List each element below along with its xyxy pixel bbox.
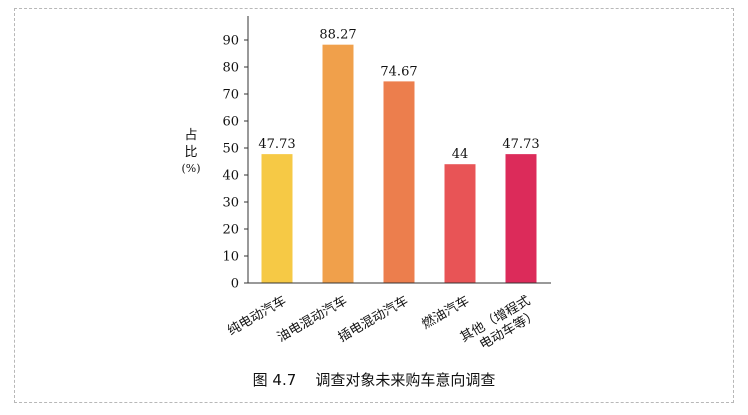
x-category-label: 燃油汽车: [419, 293, 472, 333]
figure-frame: [14, 8, 734, 403]
bar-data-label: 47.73: [258, 137, 295, 152]
x-category-label: 插电混动汽车: [335, 293, 411, 346]
y-tick-label: 90: [222, 34, 239, 49]
y-tick-label: 10: [222, 250, 239, 265]
y-axis-label-part: 占: [184, 128, 197, 143]
bar-data-label: 44: [452, 147, 469, 162]
y-tick-label: 30: [222, 196, 239, 211]
bars: [261, 44, 537, 284]
y-tick-label: 50: [222, 142, 239, 157]
y-tick-label: 40: [222, 169, 239, 184]
y-tick-label: 60: [222, 115, 239, 130]
y-tick-label: 0: [231, 277, 239, 292]
caption-figure-number: 图 4.7: [252, 371, 297, 389]
bar-data-labels: 47.73 88.27 74.67 44 47.73: [258, 28, 539, 163]
y-axis-ticks: 0 10 20 30 40 50 60 70 80 90: [222, 34, 248, 292]
y-tick-label: 70: [222, 88, 239, 103]
y-tick-label: 80: [222, 61, 239, 76]
bar: [383, 81, 415, 284]
bar: [505, 154, 537, 283]
bar: [322, 44, 354, 283]
bar: [444, 164, 476, 283]
y-tick-label: 20: [222, 223, 239, 238]
y-axis-label-part: (%): [181, 162, 200, 175]
x-category-label-line: 插电混动汽车: [335, 293, 411, 346]
x-category-label-line: 燃油汽车: [419, 293, 472, 333]
y-axis-label-part: 比: [184, 145, 197, 160]
bar-data-label: 47.73: [502, 137, 539, 152]
bar: [261, 154, 293, 283]
caption-title: 调查对象未来购车意向调查: [315, 371, 496, 389]
bar-data-label: 74.67: [380, 64, 417, 79]
figure-caption: 图 4.7 调查对象未来购车意向调查: [0, 369, 748, 390]
y-axis-label: 占比 (%): [181, 128, 200, 175]
bar-data-label: 88.27: [319, 28, 356, 43]
